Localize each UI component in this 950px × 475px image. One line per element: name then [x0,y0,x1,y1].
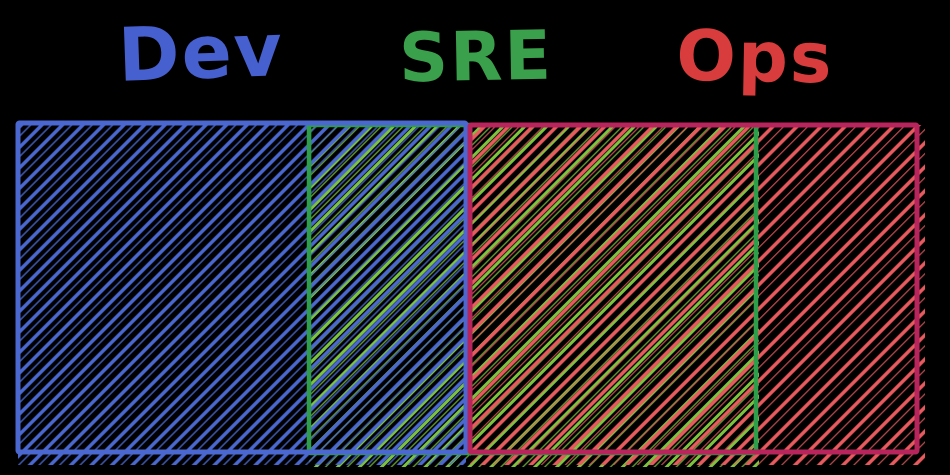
dev-hatch-fill [18,123,466,465]
ops-hatch-fill [470,125,925,465]
dev-label: Dev [116,7,286,99]
ops-border-sketch-stroke [469,122,920,453]
dev-border [15,120,469,455]
ops-label: Ops [675,14,835,100]
dev-border-sketch-stroke [17,120,469,453]
sre-label: SRE [398,16,554,99]
ops-border [467,122,920,455]
